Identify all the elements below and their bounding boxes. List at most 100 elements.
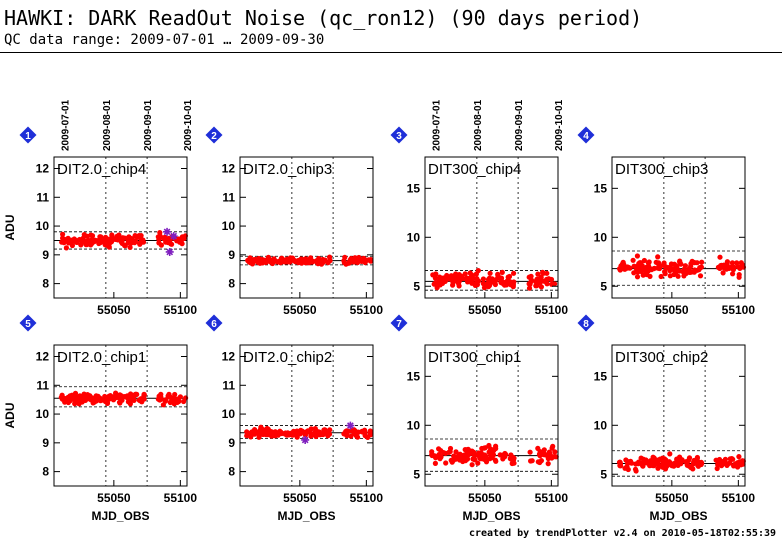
data-point: [321, 427, 327, 433]
x-axis-label: MJD_OBS: [462, 509, 520, 523]
x-tick-label: 55050: [468, 303, 502, 317]
data-point: [290, 432, 296, 438]
data-point: [635, 269, 641, 275]
data-point: [447, 445, 454, 452]
data-point: [736, 454, 742, 460]
top-date-label: 2009-08-01: [102, 99, 113, 151]
y-tick-label: 11: [222, 190, 235, 204]
panel-number: 4: [583, 131, 589, 142]
data-point: [538, 274, 544, 280]
data-point: [735, 464, 741, 470]
data-point: [297, 431, 304, 437]
y-tick-label: 12: [36, 162, 50, 176]
data-point: [367, 432, 374, 438]
data-point: [436, 446, 442, 452]
data-point: [479, 455, 485, 461]
data-point: [278, 260, 284, 266]
data-point: [344, 428, 350, 434]
data-point: [721, 265, 727, 271]
data-point: [141, 392, 147, 398]
panel-label: DIT2.0_chip1: [57, 349, 146, 366]
data-point: [97, 396, 103, 402]
data-point: [276, 431, 282, 437]
data-point: [621, 262, 627, 269]
data-point: [84, 233, 90, 239]
data-point: [176, 398, 182, 404]
data-point: [537, 449, 543, 455]
y-tick-label: 11: [222, 378, 235, 392]
data-point: [532, 278, 539, 285]
data-point: [552, 449, 558, 455]
data-point: [497, 452, 503, 458]
data-point: [308, 426, 314, 432]
data-point: [510, 284, 516, 290]
x-tick-label: 55100: [722, 491, 756, 505]
data-point: [92, 237, 99, 243]
y-tick-label: 5: [413, 279, 420, 293]
y-tick-label: 12: [36, 350, 50, 364]
panel-label: DIT300_chip1: [428, 349, 521, 366]
data-point: [179, 237, 185, 243]
outlier-point: [165, 247, 174, 256]
data-point: [436, 280, 442, 286]
data-point: [285, 257, 291, 263]
chart-panel-7: 5 10 15 55050 55100 DIT300_chip1 7 MJD_OBS: [390, 314, 568, 523]
y-tick-label: 9: [228, 248, 235, 262]
data-point: [69, 242, 75, 249]
data-point: [656, 262, 662, 268]
data-point: [549, 454, 555, 460]
data-point: [429, 449, 435, 455]
panel-number-badge: [205, 126, 223, 144]
data-point: [65, 399, 71, 406]
data-point: [327, 254, 333, 260]
data-point: [81, 397, 87, 403]
data-point: [244, 429, 250, 435]
panel-number: 5: [25, 319, 31, 330]
data-point: [715, 459, 721, 465]
data-point: [80, 235, 86, 241]
data-point: [727, 460, 733, 466]
data-point: [314, 428, 320, 434]
data-point: [493, 445, 499, 452]
data-point: [686, 268, 692, 274]
chart-panel-1: 8 9 10 11 12 55050 55100 DIT2.0_chip4 1 ADU 2009-0…: [3, 99, 197, 317]
data-point: [438, 454, 444, 460]
y-tick-label: 5: [600, 467, 607, 481]
panel-number-badge: [390, 126, 408, 144]
top-date-label: 2009-10-01: [554, 99, 565, 151]
top-date-label: 2009-09-01: [143, 99, 154, 151]
data-point: [489, 276, 495, 282]
data-point: [730, 271, 736, 277]
data-point: [739, 262, 746, 268]
data-point: [736, 274, 742, 280]
data-point: [138, 233, 144, 239]
data-point: [132, 240, 138, 246]
data-point: [162, 235, 169, 241]
data-point: [731, 264, 737, 270]
data-point: [441, 277, 447, 283]
top-date-label: 2009-07-01: [61, 99, 72, 151]
y-tick-label: 8: [42, 277, 49, 291]
data-point: [270, 433, 276, 439]
y-tick-label: 8: [42, 465, 49, 479]
data-point: [697, 273, 704, 279]
y-tick-label: 15: [407, 181, 421, 195]
data-point: [506, 273, 513, 280]
data-point: [534, 283, 540, 289]
data-point: [433, 271, 439, 277]
data-point: [256, 430, 262, 436]
data-point: [729, 260, 736, 266]
data-point: [252, 431, 258, 437]
data-point: [65, 235, 71, 241]
data-point: [431, 453, 437, 459]
x-tick-label: 55050: [468, 491, 502, 505]
x-axis-label: MJD_OBS: [91, 509, 149, 523]
chart-panel-4: 5 10 15 55050 55100 DIT300_chip3 4: [577, 126, 755, 317]
data-point: [653, 458, 659, 464]
data-point: [498, 275, 505, 281]
data-point: [678, 461, 684, 467]
data-point: [552, 281, 558, 287]
data-point: [431, 281, 437, 287]
data-point: [543, 279, 549, 285]
chart-panel-3: 5 10 15 55050 55100 DIT300_chip4 3 2009-07-01 20…: [390, 99, 568, 317]
